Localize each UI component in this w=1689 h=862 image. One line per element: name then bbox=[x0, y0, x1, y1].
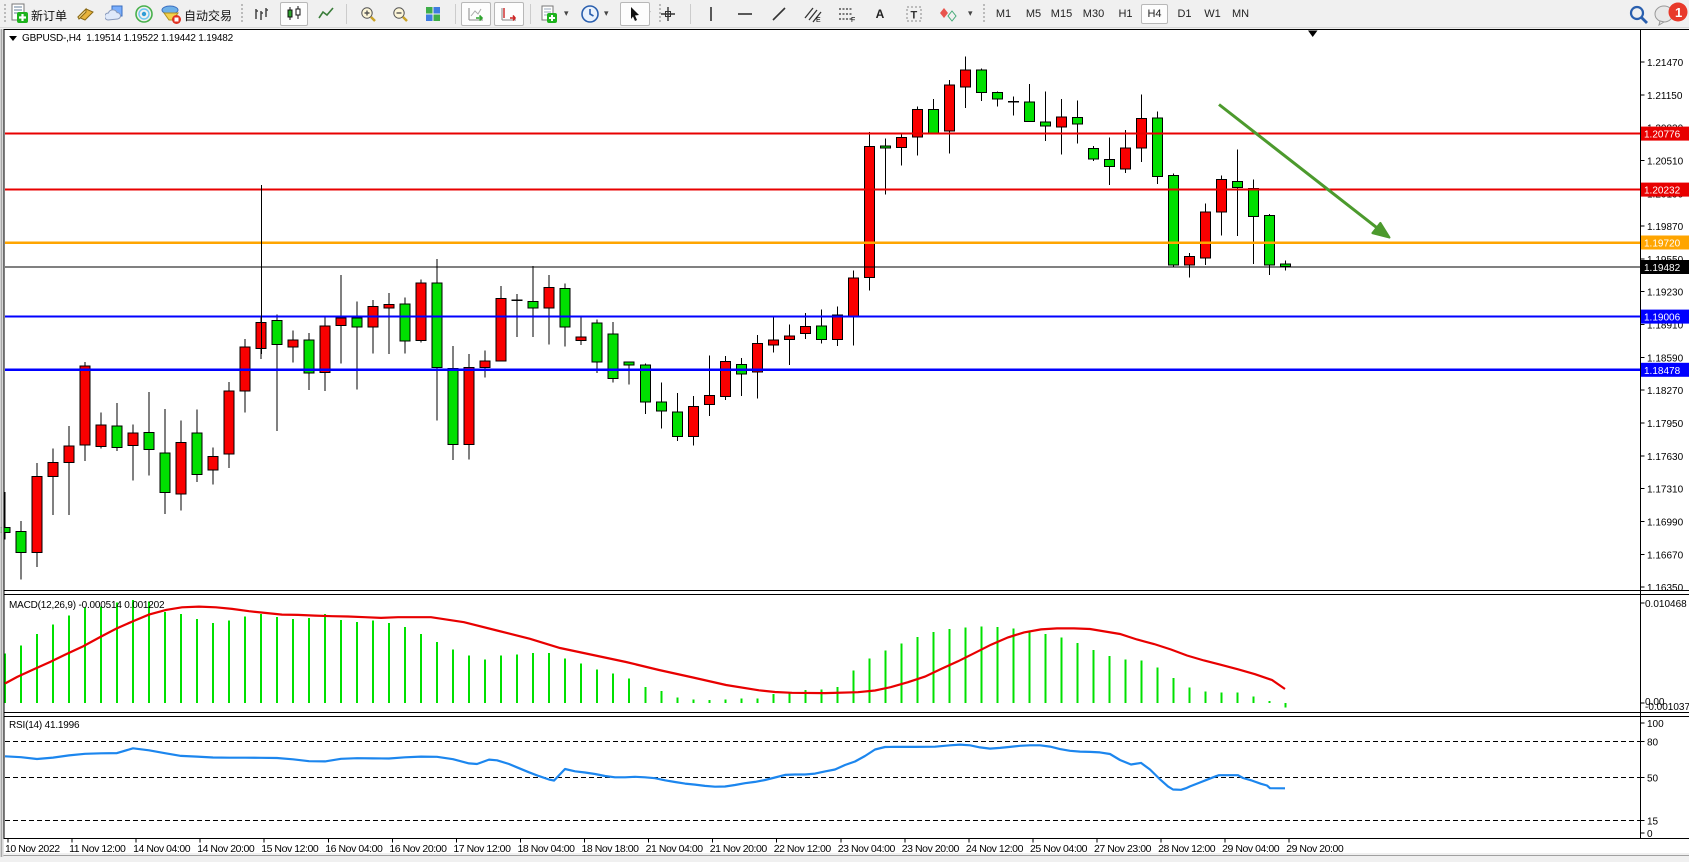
svg-text:1.19006: 1.19006 bbox=[1644, 313, 1681, 324]
svg-text:GBPUSD-,H4 1.19514 1.19522 1.: GBPUSD-,H4 1.19514 1.19522 1.19442 1.194… bbox=[22, 33, 234, 44]
svg-text:23 Nov 20:00: 23 Nov 20:00 bbox=[902, 843, 960, 855]
svg-text:15: 15 bbox=[1647, 816, 1659, 827]
svg-text:1.17310: 1.17310 bbox=[1647, 485, 1684, 496]
svg-text:21 Nov 04:00: 21 Nov 04:00 bbox=[646, 843, 704, 855]
svg-text:1.18910: 1.18910 bbox=[1647, 321, 1684, 332]
svg-text:1.16670: 1.16670 bbox=[1647, 550, 1684, 561]
svg-text:100: 100 bbox=[1647, 719, 1664, 730]
svg-text:-0.001037: -0.001037 bbox=[1645, 702, 1689, 713]
svg-text:1.19482: 1.19482 bbox=[1644, 263, 1681, 274]
svg-text:28 Nov 12:00: 28 Nov 12:00 bbox=[1158, 843, 1216, 855]
svg-text:14 Nov 04:00: 14 Nov 04:00 bbox=[133, 843, 191, 855]
svg-text:14 Nov 20:00: 14 Nov 20:00 bbox=[197, 843, 255, 855]
svg-text:1.19870: 1.19870 bbox=[1647, 222, 1684, 233]
svg-text:0.00: 0.00 bbox=[1645, 697, 1665, 708]
svg-text:17 Nov 12:00: 17 Nov 12:00 bbox=[453, 843, 511, 855]
svg-text:15 Nov 12:00: 15 Nov 12:00 bbox=[261, 843, 319, 855]
svg-text:21 Nov 20:00: 21 Nov 20:00 bbox=[710, 843, 768, 855]
svg-text:1.18478: 1.18478 bbox=[1644, 366, 1681, 377]
svg-text:1.20510: 1.20510 bbox=[1647, 156, 1684, 167]
svg-text:1.17630: 1.17630 bbox=[1647, 452, 1684, 463]
svg-text:0.010468: 0.010468 bbox=[1645, 599, 1687, 610]
svg-text:1.18590: 1.18590 bbox=[1647, 353, 1684, 364]
svg-text:80: 80 bbox=[1647, 737, 1659, 748]
svg-text:1: 1 bbox=[1675, 5, 1682, 20]
svg-text:T: T bbox=[911, 10, 918, 22]
svg-text:25 Nov 04:00: 25 Nov 04:00 bbox=[1030, 843, 1088, 855]
svg-text:29 Nov 04:00: 29 Nov 04:00 bbox=[1222, 843, 1280, 855]
svg-text:10 Nov 2022: 10 Nov 2022 bbox=[5, 843, 60, 855]
svg-text:MACD(12,26,9) -0.000514 0.0012: MACD(12,26,9) -0.000514 0.001202 bbox=[9, 600, 165, 611]
svg-text:18 Nov 18:00: 18 Nov 18:00 bbox=[582, 843, 640, 855]
svg-text:27 Nov 23:00: 27 Nov 23:00 bbox=[1094, 843, 1152, 855]
svg-text:23 Nov 04:00: 23 Nov 04:00 bbox=[838, 843, 896, 855]
svg-text:0: 0 bbox=[1647, 829, 1653, 840]
svg-text:24 Nov 12:00: 24 Nov 12:00 bbox=[966, 843, 1024, 855]
svg-text:1.21470: 1.21470 bbox=[1647, 58, 1684, 69]
svg-text:1.18270: 1.18270 bbox=[1647, 386, 1684, 397]
svg-text:1.19720: 1.19720 bbox=[1644, 239, 1681, 250]
svg-text:1.20232: 1.20232 bbox=[1644, 186, 1681, 197]
svg-text:RSI(14) 41.1996: RSI(14) 41.1996 bbox=[9, 720, 80, 731]
svg-text:F: F bbox=[851, 17, 855, 23]
svg-text:16 Nov 04:00: 16 Nov 04:00 bbox=[325, 843, 383, 855]
svg-text:1.17950: 1.17950 bbox=[1647, 419, 1684, 430]
svg-text:1.20776: 1.20776 bbox=[1644, 130, 1681, 141]
svg-text:1.19230: 1.19230 bbox=[1647, 288, 1684, 299]
svg-text:16 Nov 20:00: 16 Nov 20:00 bbox=[389, 843, 447, 855]
svg-text:1.16990: 1.16990 bbox=[1647, 517, 1684, 528]
svg-text:11 Nov 12:00: 11 Nov 12:00 bbox=[69, 843, 126, 855]
svg-text:18 Nov 04:00: 18 Nov 04:00 bbox=[518, 843, 576, 855]
svg-text:E: E bbox=[816, 17, 821, 23]
svg-text:1.16350: 1.16350 bbox=[1647, 583, 1684, 594]
svg-text:1.21150: 1.21150 bbox=[1647, 91, 1683, 102]
svg-text:22 Nov 12:00: 22 Nov 12:00 bbox=[774, 843, 832, 855]
svg-text:29 Nov 20:00: 29 Nov 20:00 bbox=[1286, 843, 1344, 855]
svg-text:50: 50 bbox=[1647, 773, 1659, 784]
